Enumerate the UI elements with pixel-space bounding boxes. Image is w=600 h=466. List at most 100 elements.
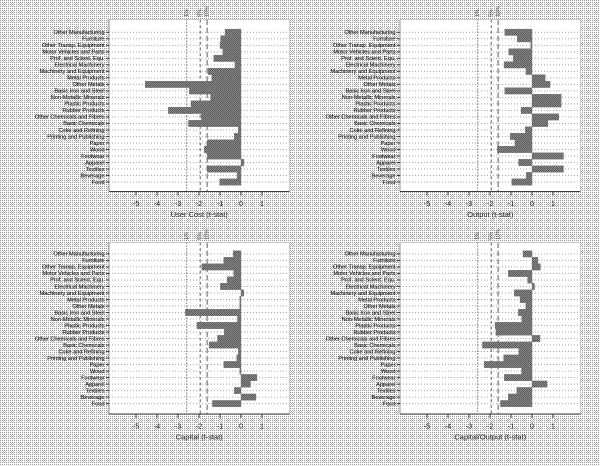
svg-text:Other Manufacturing: Other Manufacturing bbox=[345, 252, 396, 258]
svg-text:5%: 5% bbox=[197, 9, 203, 17]
svg-text:Electrical Machinery: Electrical Machinery bbox=[54, 63, 104, 69]
svg-text:Beverage: Beverage bbox=[372, 173, 396, 179]
svg-text:Basic Iron and Steel: Basic Iron and Steel bbox=[345, 310, 395, 316]
svg-text:Printing and Publishing: Printing and Publishing bbox=[338, 356, 395, 362]
svg-text:Furniture: Furniture bbox=[82, 37, 104, 43]
svg-text:Printing and Publishing: Printing and Publishing bbox=[47, 134, 104, 140]
svg-text:Coke and Refining: Coke and Refining bbox=[58, 128, 104, 134]
svg-text:Plastic Products: Plastic Products bbox=[64, 102, 104, 108]
svg-text:-4: -4 bbox=[154, 424, 160, 431]
svg-text:1: 1 bbox=[260, 201, 264, 208]
svg-text:Food: Food bbox=[383, 180, 396, 186]
svg-text:Non-Metallic Minerals: Non-Metallic Minerals bbox=[51, 95, 105, 101]
svg-text:-5: -5 bbox=[424, 201, 430, 208]
svg-text:Plastic Products: Plastic Products bbox=[355, 102, 395, 108]
svg-text:-2: -2 bbox=[487, 424, 493, 431]
svg-text:Machinery and Equipment: Machinery and Equipment bbox=[331, 69, 396, 75]
svg-text:5%: 5% bbox=[488, 232, 494, 240]
svg-text:Textiles: Textiles bbox=[86, 388, 105, 394]
svg-text:10%: 10% bbox=[204, 229, 210, 240]
svg-text:Other Chemicals and Fibres: Other Chemicals and Fibres bbox=[326, 115, 396, 121]
svg-text:Other Chemicals and Fibres: Other Chemicals and Fibres bbox=[326, 336, 396, 342]
svg-text:Other Metals: Other Metals bbox=[72, 304, 104, 310]
svg-text:Other Transp. Equipment: Other Transp. Equipment bbox=[333, 43, 396, 49]
svg-text:Paper: Paper bbox=[90, 141, 105, 147]
svg-text:Rubber Products: Rubber Products bbox=[354, 108, 396, 114]
svg-text:-1: -1 bbox=[508, 424, 514, 431]
svg-text:Prof. and Scient. Equ.: Prof. and Scient. Equ. bbox=[50, 278, 105, 284]
svg-text:Basic Chemicals: Basic Chemicals bbox=[354, 343, 396, 349]
svg-text:Printing and Publishing: Printing and Publishing bbox=[47, 356, 104, 362]
svg-text:Footwear: Footwear bbox=[372, 154, 395, 160]
svg-text:-5: -5 bbox=[424, 424, 430, 431]
svg-text:-3: -3 bbox=[175, 201, 181, 208]
svg-text:Electrical Machinery: Electrical Machinery bbox=[345, 63, 395, 69]
svg-text:Motor Vehicles and Parts: Motor Vehicles and Parts bbox=[333, 271, 395, 277]
svg-text:Furniture: Furniture bbox=[373, 258, 395, 264]
svg-text:Electrical Machinery: Electrical Machinery bbox=[54, 284, 104, 290]
svg-text:Metal Products: Metal Products bbox=[358, 297, 396, 303]
svg-text:Capital/Output (t-stat): Capital/Output (t-stat) bbox=[454, 433, 526, 442]
svg-text:Plastic Products: Plastic Products bbox=[64, 323, 104, 329]
svg-text:10%: 10% bbox=[204, 6, 210, 17]
svg-text:Textiles: Textiles bbox=[86, 167, 105, 173]
svg-text:Wood: Wood bbox=[381, 369, 396, 375]
svg-text:Plastic Products: Plastic Products bbox=[355, 323, 395, 329]
svg-text:Apparel: Apparel bbox=[376, 160, 395, 166]
svg-text:Basic Iron and Steel: Basic Iron and Steel bbox=[54, 310, 104, 316]
svg-text:Footwear: Footwear bbox=[372, 375, 395, 381]
svg-text:Other Manufacturing: Other Manufacturing bbox=[54, 252, 105, 258]
svg-text:0: 0 bbox=[239, 424, 243, 431]
svg-text:Prof. and Scient. Equ.: Prof. and Scient. Equ. bbox=[341, 278, 396, 284]
svg-text:-3: -3 bbox=[466, 424, 472, 431]
svg-text:Metal Products: Metal Products bbox=[67, 76, 105, 82]
svg-text:-2: -2 bbox=[196, 201, 202, 208]
svg-text:Basic Chemicals: Basic Chemicals bbox=[354, 121, 396, 127]
svg-text:Wood: Wood bbox=[381, 147, 396, 153]
svg-text:0: 0 bbox=[239, 201, 243, 208]
svg-text:Other Metals: Other Metals bbox=[363, 304, 395, 310]
svg-text:1%: 1% bbox=[475, 232, 481, 240]
svg-text:Motor Vehicles and Parts: Motor Vehicles and Parts bbox=[333, 50, 395, 56]
svg-text:1: 1 bbox=[551, 424, 555, 431]
svg-text:Printing and Publishing: Printing and Publishing bbox=[338, 134, 395, 140]
svg-text:1: 1 bbox=[260, 424, 264, 431]
svg-text:Basic Chemicals: Basic Chemicals bbox=[63, 343, 105, 349]
svg-text:Basic Chemicals: Basic Chemicals bbox=[63, 121, 105, 127]
svg-text:Metal Products: Metal Products bbox=[358, 76, 396, 82]
svg-text:Non-Metallic Minerals: Non-Metallic Minerals bbox=[51, 317, 105, 323]
svg-text:-1: -1 bbox=[217, 424, 223, 431]
svg-text:1%: 1% bbox=[184, 232, 190, 240]
svg-text:Textiles: Textiles bbox=[377, 388, 396, 394]
svg-text:-3: -3 bbox=[175, 424, 181, 431]
svg-text:User Cost (t-stat): User Cost (t-stat) bbox=[171, 210, 229, 219]
svg-text:-1: -1 bbox=[217, 201, 223, 208]
svg-text:Metal Products: Metal Products bbox=[67, 297, 105, 303]
svg-text:-3: -3 bbox=[466, 201, 472, 208]
svg-text:Food: Food bbox=[92, 401, 105, 407]
svg-text:Rubber Products: Rubber Products bbox=[354, 330, 396, 336]
svg-text:Paper: Paper bbox=[90, 362, 105, 368]
svg-text:Footwear: Footwear bbox=[81, 154, 104, 160]
svg-text:Furniture: Furniture bbox=[82, 258, 104, 264]
svg-text:-4: -4 bbox=[445, 201, 451, 208]
svg-text:Other Metals: Other Metals bbox=[363, 82, 395, 88]
svg-text:Other Manufacturing: Other Manufacturing bbox=[54, 30, 105, 36]
svg-text:Apparel: Apparel bbox=[376, 382, 395, 388]
svg-text:Furniture: Furniture bbox=[373, 37, 395, 43]
svg-text:Paper: Paper bbox=[381, 141, 396, 147]
svg-text:5%: 5% bbox=[197, 232, 203, 240]
svg-text:Machinery and Equipment: Machinery and Equipment bbox=[40, 69, 105, 75]
svg-text:-4: -4 bbox=[445, 424, 451, 431]
svg-text:Other Transp. Equipment: Other Transp. Equipment bbox=[42, 265, 105, 271]
svg-text:Paper: Paper bbox=[381, 362, 396, 368]
svg-text:10%: 10% bbox=[495, 6, 501, 17]
svg-text:Motor Vehicles and Parts: Motor Vehicles and Parts bbox=[42, 271, 104, 277]
svg-text:Footwear: Footwear bbox=[81, 375, 104, 381]
svg-text:Other Manufacturing: Other Manufacturing bbox=[345, 30, 396, 36]
svg-text:10%: 10% bbox=[495, 229, 501, 240]
svg-text:Other Transp. Equipment: Other Transp. Equipment bbox=[42, 43, 105, 49]
svg-text:Apparel: Apparel bbox=[85, 382, 104, 388]
svg-text:Rubber Products: Rubber Products bbox=[63, 330, 105, 336]
svg-text:Machinery and Equipment: Machinery and Equipment bbox=[40, 291, 105, 297]
